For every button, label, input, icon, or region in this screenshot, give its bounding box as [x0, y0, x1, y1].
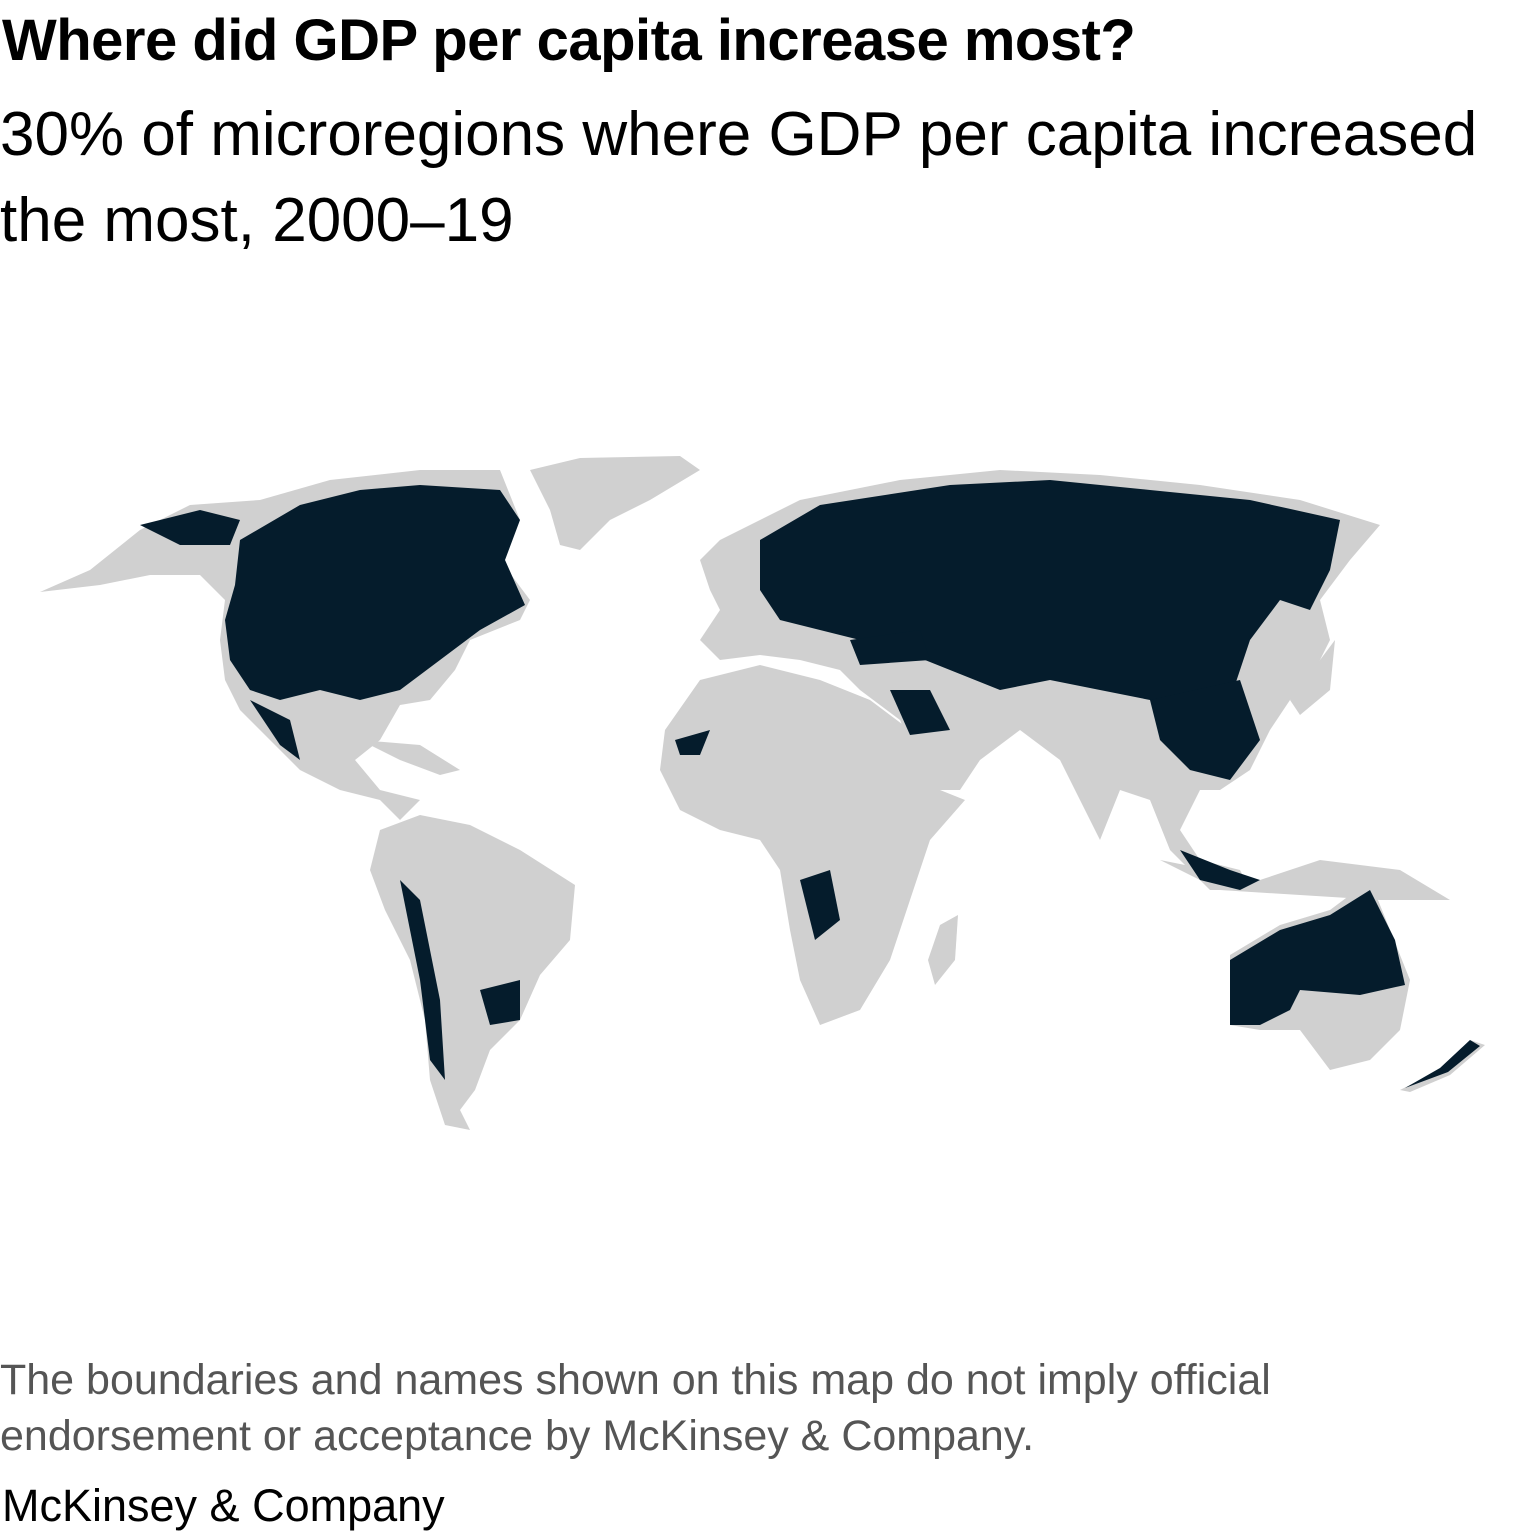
saudi-arabia: [890, 690, 950, 735]
caribbean: [360, 740, 460, 775]
map-disclaimer: The boundaries and names shown on this m…: [0, 1356, 1271, 1460]
indonesia: [1160, 860, 1450, 900]
new-zealand-highlight: [1405, 1040, 1480, 1088]
brazil-patch: [480, 980, 520, 1025]
highlighted-regions: [140, 480, 1480, 1088]
andes: [400, 880, 445, 1080]
mexico-south-usa: [250, 700, 300, 760]
chart-subtitle: 30% of microregions where GDP per capita…: [0, 100, 1478, 255]
africa: [660, 665, 965, 1025]
japan: [1290, 640, 1335, 715]
russia-central-asia: [760, 480, 1340, 720]
chart-title: Where did GDP per capita increase most?: [2, 8, 1136, 73]
australia-west-north: [1230, 890, 1405, 1025]
china-east: [1150, 680, 1260, 780]
mckinsey-logo: McKinsey & Company: [2, 1480, 445, 1531]
south-america: [370, 815, 575, 1130]
southern-africa-patch: [800, 870, 840, 940]
madagascar: [928, 915, 958, 985]
se-asia: [1180, 850, 1260, 890]
alaska-canada-north: [140, 510, 240, 545]
greenland: [530, 456, 700, 550]
north-africa-patch: [675, 730, 710, 755]
world-map: [40, 456, 1485, 1130]
turkey: [850, 630, 930, 665]
canada-usa: [225, 485, 525, 700]
